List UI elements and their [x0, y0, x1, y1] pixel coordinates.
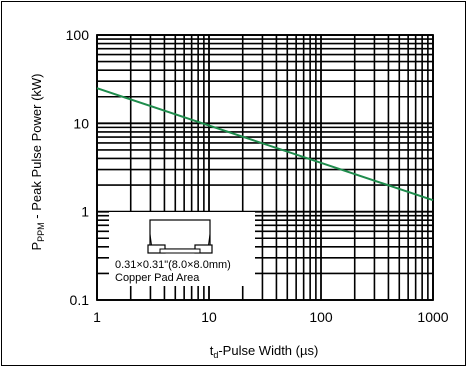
x-tick-label: 100: [309, 309, 333, 325]
x-axis-title-sub: d: [213, 350, 218, 360]
grid: [96, 34, 434, 301]
y-tick-label: 1: [81, 204, 89, 220]
chart-frame: 0.31×0.31"(8.0×8.0mm) Copper Pad Area 1 1…: [1, 1, 466, 366]
inset-label-area: Copper Pad Area: [115, 272, 200, 284]
x-tick-label: 1: [93, 309, 101, 325]
x-tick-label: 10: [201, 309, 217, 325]
x-axis-title: td-Pulse Width (µs): [210, 343, 319, 360]
y-axis-title-sub: PPM: [36, 222, 46, 242]
x-axis-title-main: t: [210, 343, 214, 358]
y-axis-title: PPPM - Peak Pulse Power (kW): [29, 73, 46, 250]
y-tick-label: 10: [73, 115, 89, 131]
y-axis-title-rest: - Peak Pulse Power (kW): [29, 73, 44, 222]
y-tick-label: 100: [66, 27, 90, 43]
package-inset: 0.31×0.31"(8.0×8.0mm) Copper Pad Area: [109, 212, 255, 286]
x-axis-title-rest: -Pulse Width (µs): [218, 343, 318, 358]
plot-border: [96, 34, 434, 301]
series-line-0: [96, 87, 434, 202]
x-tick-label: 1000: [417, 309, 448, 325]
inset-label-size: 0.31×0.31"(8.0×8.0mm): [115, 259, 231, 271]
y-axis-title-main: P: [29, 242, 44, 251]
y-tick-label: 0.1: [70, 292, 90, 308]
package-icon: [147, 219, 213, 254]
series-layer: [96, 87, 434, 202]
